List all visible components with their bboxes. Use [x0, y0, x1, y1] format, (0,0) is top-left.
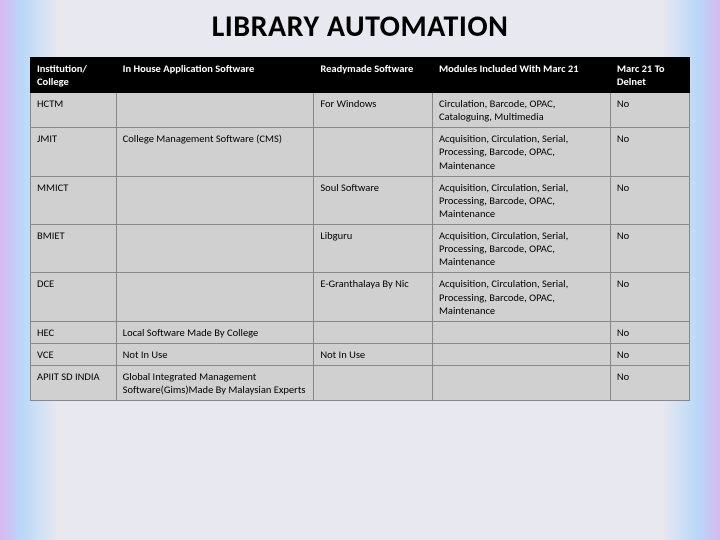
- col-inhouse: In House Application Software: [116, 58, 314, 93]
- cell-inhouse: [116, 225, 314, 273]
- cell-ready: [314, 366, 433, 401]
- cell-modules: [432, 366, 610, 401]
- cell-ready: Not In Use: [314, 343, 433, 365]
- cell-inhouse: [116, 176, 314, 224]
- cell-marc: No: [610, 176, 689, 224]
- cell-inst: JMIT: [31, 128, 117, 176]
- cell-inst: HCTM: [31, 93, 117, 128]
- table-row: JMIT College Management Software (CMS) A…: [31, 128, 690, 176]
- col-modules: Modules Included With Marc 21: [432, 58, 610, 93]
- cell-inst: VCE: [31, 343, 117, 365]
- cell-ready: E-Granthalaya By Nic: [314, 273, 433, 321]
- cell-ready: Libguru: [314, 225, 433, 273]
- table-row: DCE E-Granthalaya By Nic Acquisition, Ci…: [31, 273, 690, 321]
- cell-modules: Circulation, Barcode, OPAC, Cataloguing,…: [432, 93, 610, 128]
- cell-marc: No: [610, 343, 689, 365]
- cell-ready: For Windows: [314, 93, 433, 128]
- automation-table: Institution/ College In House Applicatio…: [30, 57, 690, 401]
- table-row: VCE Not In Use Not In Use No: [31, 343, 690, 365]
- col-institution: Institution/ College: [31, 58, 117, 93]
- cell-inhouse: [116, 273, 314, 321]
- table-row: HCTM For Windows Circulation, Barcode, O…: [31, 93, 690, 128]
- table-row: BMIET Libguru Acquisition, Circulation, …: [31, 225, 690, 273]
- cell-inhouse: Local Software Made By College: [116, 321, 314, 343]
- cell-inhouse: Global Integrated Management Software(Gi…: [116, 366, 314, 401]
- table-row: MMICT Soul Software Acquisition, Circula…: [31, 176, 690, 224]
- table-header-row: Institution/ College In House Applicatio…: [31, 58, 690, 93]
- cell-inst: DCE: [31, 273, 117, 321]
- cell-ready: Soul Software: [314, 176, 433, 224]
- cell-marc: No: [610, 225, 689, 273]
- table-row: HEC Local Software Made By College No: [31, 321, 690, 343]
- cell-marc: No: [610, 128, 689, 176]
- cell-ready: [314, 321, 433, 343]
- cell-modules: Acquisition, Circulation, Serial, Proces…: [432, 225, 610, 273]
- cell-inst: HEC: [31, 321, 117, 343]
- cell-marc: No: [610, 273, 689, 321]
- table-row: APIIT SD INDIA Global Integrated Managem…: [31, 366, 690, 401]
- cell-inst: APIIT SD INDIA: [31, 366, 117, 401]
- col-readymade: Readymade Software: [314, 58, 433, 93]
- cell-modules: Acquisition, Circulation, Serial, Proces…: [432, 273, 610, 321]
- cell-modules: Acquisition, Circulation, Serial, Proces…: [432, 176, 610, 224]
- cell-modules: Acquisition, Circulation, Serial, Proces…: [432, 128, 610, 176]
- cell-ready: [314, 128, 433, 176]
- cell-modules: [432, 343, 610, 365]
- cell-modules: [432, 321, 610, 343]
- cell-marc: No: [610, 93, 689, 128]
- col-marc21: Marc 21 To Delnet: [610, 58, 689, 93]
- page-title: LIBRARY AUTOMATION: [30, 8, 690, 45]
- cell-inhouse: [116, 93, 314, 128]
- cell-inst: MMICT: [31, 176, 117, 224]
- cell-marc: No: [610, 321, 689, 343]
- cell-inhouse: Not In Use: [116, 343, 314, 365]
- cell-inhouse: College Management Software (CMS): [116, 128, 314, 176]
- cell-inst: BMIET: [31, 225, 117, 273]
- cell-marc: No: [610, 366, 689, 401]
